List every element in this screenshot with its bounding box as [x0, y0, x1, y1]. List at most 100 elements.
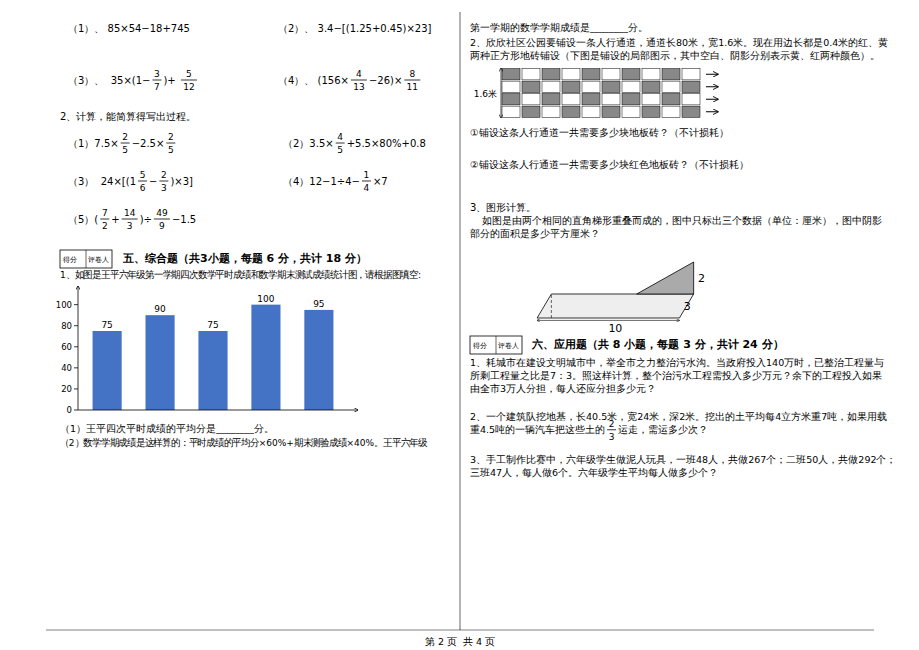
- text-line: 三班47人，每人做6个。六年级学生平均每人做多少个？: [470, 467, 718, 478]
- tile: [562, 94, 580, 105]
- text: 2、计算，能简算得写出过程。: [60, 111, 196, 122]
- text-line: （3） 24×[(156−23)×3]: [68, 170, 193, 193]
- tile: [642, 94, 660, 105]
- section-title-group: 六、应用题（共 8 小题，每题 3 分，共计 24 分）: [531, 338, 784, 351]
- section-title: 五、综合题（共3小题，每题 6 分，共计 18 分）: [122, 252, 367, 265]
- text-line: 1、耗城市在建设文明城市中，举全市之力整治污水沟。当政府投入140万时，已整治工…: [470, 357, 884, 368]
- fraction-denominator: 5: [337, 145, 343, 155]
- y-tick: [74, 304, 78, 305]
- fraction-denominator: 6: [140, 183, 146, 193]
- text: 2、一个建筑队挖地基，长40.5米，宽24米，深2米。挖出的土平均每4立方米重7…: [470, 411, 887, 422]
- fraction-numerator: 2: [122, 132, 128, 142]
- section-title: 六、应用题（共 8 小题，每题 3 分，共计 24 分）: [531, 338, 784, 351]
- fraction-denominator: 9: [159, 221, 165, 231]
- tile: [682, 81, 700, 92]
- text: 部分的面积是多少平方厘米？: [470, 228, 600, 239]
- fraction-bar: [154, 219, 170, 220]
- text-line: （2）、 3.4−[(1.25+0.45)×23]: [278, 23, 432, 34]
- text: ②铺设这条人行通道一共需要多少块红色地板砖？（不计损耗）: [470, 159, 749, 170]
- bar: [304, 310, 333, 410]
- fraction-denominator: 5: [168, 145, 174, 155]
- tile: [522, 69, 540, 80]
- text: −26)×: [369, 75, 402, 86]
- tile: [622, 81, 640, 92]
- tile: [642, 106, 660, 117]
- tile: [662, 81, 680, 92]
- text-line: 所剩工程量之比是7：3。照这样计算，整个治污水工程需投入多少万元？余下的工程投入…: [470, 370, 882, 381]
- bar-chart: 75907510095020406080100: [56, 286, 358, 415]
- text: −: [149, 176, 157, 187]
- fraction-bar: [121, 143, 130, 144]
- fraction-numerator: 5: [140, 170, 146, 180]
- text: ×7: [373, 176, 388, 187]
- direction-arrow: [706, 86, 718, 87]
- fraction-bar: [404, 80, 420, 81]
- text-line: ①铺设这条人行通道一共需要多少块地板砖？（不计损耗）: [470, 127, 729, 138]
- text: ①铺设这条人行通道一共需要多少块地板砖？（不计损耗）: [470, 127, 729, 138]
- text: （1）、 85×54−18+745: [68, 23, 190, 34]
- text-line: （3）、 35×(1−37)+ 512: [68, 69, 197, 92]
- fraction-numerator: 2: [161, 170, 167, 180]
- tile: [682, 106, 700, 117]
- y-tick: [74, 410, 78, 411]
- fraction-numerator: 14: [124, 208, 136, 218]
- text-line: （4）、 (156×413−26)×811: [278, 69, 420, 92]
- tile: [562, 69, 580, 80]
- text-line: 由全市3万人分担，每人还应分担多少元？: [470, 383, 656, 394]
- text: )+: [163, 75, 178, 86]
- score-box-divider: [496, 336, 497, 354]
- fraction-numerator: 7: [102, 208, 108, 218]
- tile: [662, 94, 680, 105]
- fraction-bar: [607, 429, 616, 430]
- fraction-denominator: 11: [407, 82, 418, 92]
- tile: [542, 94, 560, 105]
- fraction-numerator: 8: [409, 69, 415, 79]
- text-line: （1）王平四次平时成绩的平均分是________分。: [60, 423, 274, 434]
- text-line: 2、一个建筑队挖地基，长40.5米，宽24米，深2米。挖出的土平均每4立方米重7…: [470, 411, 887, 422]
- data-label: 100: [257, 294, 274, 304]
- text-line: 两种正方形地砖铺设（下图是铺设的局部图示，其中空白、阴影分别表示黄、红两种颜色）…: [470, 50, 880, 61]
- fraction-bar: [122, 219, 138, 220]
- text-line: ②铺设这条人行通道一共需要多少块红色地板砖？（不计损耗）: [470, 159, 749, 170]
- tile: [682, 69, 700, 80]
- fraction-numerator: 2: [609, 419, 615, 429]
- text-line: 如图是由两个相同的直角梯形重叠而成的，图中只标出三个数据（单位：厘米），图中阴影: [470, 215, 882, 226]
- y-tick: [74, 325, 78, 326]
- text-line: （1）、 85×54−18+745: [68, 23, 190, 34]
- text: 2、欣欣社区公园要铺设一条人行通道，通道长80米，宽1.6米。现在用边长都是0.…: [470, 37, 888, 48]
- text: 三班47人，每人做6个。六年级学生平均每人做多少个？: [470, 467, 718, 478]
- text: 3、图形计算。: [470, 202, 536, 213]
- text: 由全市3万人分担，每人还应分担多少元？: [470, 383, 656, 394]
- text: （1）王平四次平时成绩的平均分是________分。: [60, 423, 274, 434]
- fraction-bar: [138, 181, 147, 182]
- fraction-bar: [159, 181, 168, 182]
- y-tick: [74, 346, 78, 347]
- tile: [642, 69, 660, 80]
- fraction-bar: [181, 80, 197, 81]
- tile: [502, 106, 520, 117]
- fraction-bar: [351, 80, 367, 81]
- text: 两种正方形地砖铺设（下图是铺设的局部图示，其中空白、阴影分别表示黄、红两种颜色）…: [470, 50, 880, 61]
- fraction-denominator: 5: [122, 145, 128, 155]
- text: （4）12−1÷4−: [283, 176, 360, 187]
- x-axis: [78, 410, 358, 411]
- tile-diagram: 1.6米: [474, 68, 718, 118]
- fraction-denominator: 2: [102, 221, 108, 231]
- dimension-label: 3: [684, 300, 691, 313]
- data-label: 95: [313, 299, 324, 309]
- tile: [502, 94, 520, 105]
- text: （2）3.5×: [283, 138, 334, 149]
- tile: [502, 81, 520, 92]
- text-line: 2、计算，能简算得写出过程。: [60, 111, 196, 122]
- tile: [602, 94, 620, 105]
- text: 运走，需运多少次？: [618, 424, 708, 435]
- text-line: 3、图形计算。: [470, 202, 536, 213]
- fraction-numerator: 1: [364, 170, 370, 180]
- direction-arrow: [706, 74, 718, 75]
- text: +5.5×80%+0.8: [347, 138, 426, 149]
- tile: [502, 69, 520, 80]
- tile: [562, 81, 580, 92]
- fraction-denominator: 12: [183, 82, 194, 92]
- tile: [522, 94, 540, 105]
- fraction-numerator: 49: [156, 208, 168, 218]
